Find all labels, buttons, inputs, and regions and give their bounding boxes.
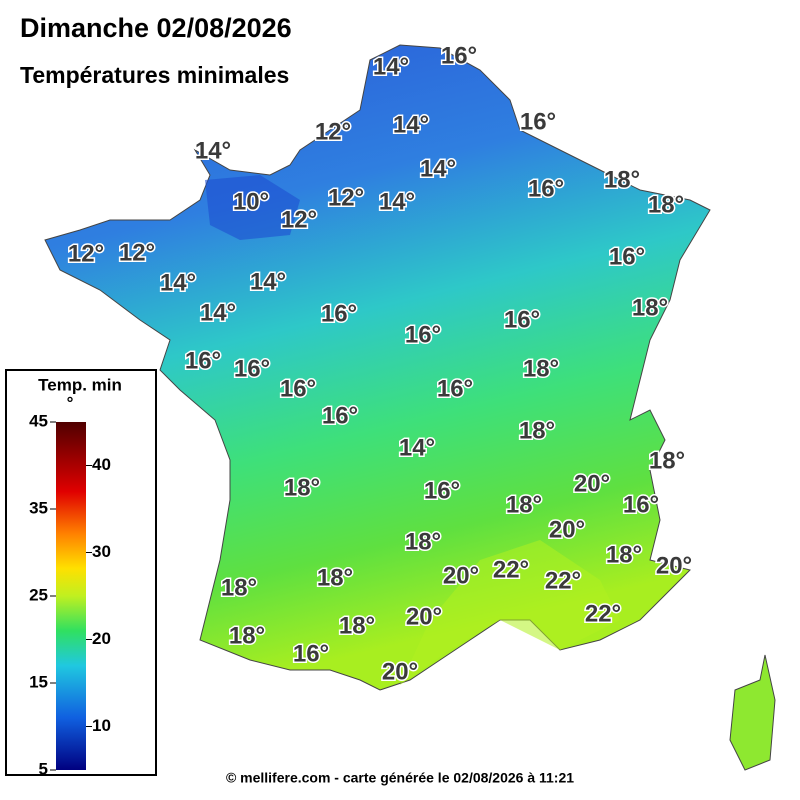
tick-label: 35 [29, 498, 48, 517]
subtitle: Températures minimales [20, 62, 289, 88]
temp-label: 22° [545, 567, 581, 594]
temp-label: 12° [119, 239, 155, 266]
temp-label: 20° [656, 552, 692, 579]
tick-label: 25 [29, 585, 48, 604]
temp-label: 16° [293, 640, 329, 667]
temp-label: 16° [609, 243, 645, 270]
temp-label: 16° [504, 306, 540, 333]
temp-label: 16° [441, 42, 477, 69]
tick-label: 30 [92, 542, 111, 561]
temp-label: 14° [200, 299, 236, 326]
temp-label: 18° [229, 622, 265, 649]
temp-label: 18° [523, 355, 559, 382]
temp-label: 20° [574, 470, 610, 497]
temp-label: 18° [317, 564, 353, 591]
tick-label: 5 [39, 759, 48, 778]
temp-label: 20° [549, 516, 585, 543]
temp-label: 14° [250, 268, 286, 295]
color-bar [56, 422, 86, 770]
corsica [729, 654, 776, 771]
temp-label: 18° [649, 447, 685, 474]
temp-label: 20° [406, 603, 442, 630]
legend-unit: ° [67, 393, 74, 412]
warm-zone [400, 540, 620, 685]
tick-label: 20 [92, 629, 111, 648]
temp-label: 14° [420, 155, 456, 182]
temp-label: 14° [373, 53, 409, 80]
temp-label: 16° [405, 321, 441, 348]
temp-label: 18° [506, 491, 542, 518]
temp-label: 18° [221, 574, 257, 601]
temp-label: 16° [280, 375, 316, 402]
temp-label: 16° [185, 347, 221, 374]
temp-label: 18° [604, 166, 640, 193]
temp-label: 16° [322, 402, 358, 429]
temp-label: 12° [68, 240, 104, 267]
temp-label: 20° [382, 658, 418, 685]
temp-label: 10° [233, 188, 269, 215]
temp-label: 12° [281, 206, 317, 233]
tick-label: 40 [92, 455, 111, 474]
temp-label: 14° [379, 188, 415, 215]
temp-label: 18° [632, 294, 668, 321]
legend-ticks: 45 35 25 15 5 40 30 20 10 [29, 411, 111, 778]
temp-label: 12° [328, 184, 364, 211]
temp-label: 18° [606, 541, 642, 568]
temp-label: 14° [160, 269, 196, 296]
tick-label: 45 [29, 411, 48, 430]
temp-label: 16° [623, 491, 659, 518]
tick-label: 10 [92, 716, 111, 735]
temp-label: 16° [321, 300, 357, 327]
footer: © mellifere.com - carte générée le 02/08… [226, 770, 574, 786]
temp-label: 16° [424, 477, 460, 504]
temp-label: 14° [399, 434, 435, 461]
temp-label: 14° [195, 137, 231, 164]
legend-title: Temp. min [38, 375, 122, 394]
temperature-labels: 16°14°12° 14° 16°14°14°16° 18°18°10°12°12° 1… [66, 41, 693, 687]
title: Dimanche 02/08/2026 [20, 13, 292, 43]
temp-label: 18° [405, 528, 441, 555]
temp-label: 16° [234, 355, 270, 382]
temp-label: 22° [493, 556, 529, 583]
tick-label: 15 [29, 672, 48, 691]
temp-label: 18° [519, 417, 555, 444]
temp-label: 18° [648, 191, 684, 218]
temp-label: 16° [520, 108, 556, 135]
temp-label: 18° [339, 612, 375, 639]
cold-zone [205, 175, 300, 240]
temp-label: 16° [437, 375, 473, 402]
temp-label: 14° [393, 111, 429, 138]
temp-label: 20° [443, 562, 479, 589]
temp-label: 16° [528, 175, 564, 202]
temp-label: 18° [284, 474, 320, 501]
temp-label: 12° [315, 118, 351, 145]
temp-label: 22° [585, 600, 621, 627]
